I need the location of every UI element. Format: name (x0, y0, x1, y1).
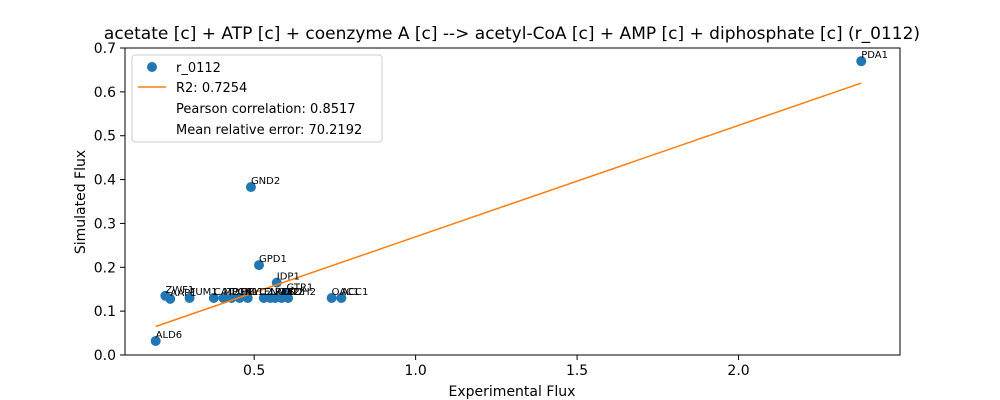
y-axis: 0.0 0.1 0.2 0.3 0.4 0.5 0.6 0.7 (94, 41, 125, 364)
data-point-oac1 (326, 292, 337, 303)
point-label-mdh1: MDH1 (223, 287, 253, 298)
y-tick-label: 0.3 (94, 216, 116, 232)
data-point-sdh2 (283, 292, 294, 303)
y-axis-label: Simulated Flux (73, 150, 89, 254)
point-label-zwf1: ZWF1 (165, 285, 194, 296)
x-axis-label: Experimental Flux (449, 384, 576, 400)
x-axis: 0.5 1.0 1.5 2.0 (243, 355, 750, 379)
y-tick-label: 0.0 (94, 348, 116, 364)
point-label-gnd2: GND2 (251, 176, 280, 187)
point-label-gpd1: GPD1 (259, 254, 287, 265)
y-tick-label: 0.4 (94, 173, 116, 189)
legend-entry: Mean relative error: 70.2192 (176, 123, 362, 138)
axes-frame (124, 47, 901, 356)
point-label-ald6: ALD6 (156, 330, 182, 341)
point-label-pfk2: PFK2 (275, 287, 300, 298)
point-label-oac1: OAC1 (332, 287, 360, 298)
x-tick-label: 1.5 (566, 363, 588, 379)
point-label-tal1: TAL1 (239, 287, 264, 298)
point-label-aap1: AAP1 (170, 288, 196, 299)
point-label-sdh2: SDH2 (288, 287, 316, 298)
point-label-acc1: ACC1 (341, 287, 368, 298)
point-label-gtr1: GTR1 (286, 283, 313, 294)
data-point-ald6 (150, 335, 161, 346)
y-tick-label: 0.2 (94, 260, 116, 276)
data-point-acc1 (336, 292, 347, 303)
point-label-idp1: IDP1 (277, 272, 300, 283)
data-point-mdh1 (218, 292, 229, 303)
data-point-cat2 (208, 292, 219, 303)
y-tick-label: 0.5 (94, 129, 116, 145)
y-tick-label: 0.7 (94, 41, 116, 57)
legend-point-marker (147, 62, 157, 72)
legend: r_0112 R2: 0.7254 Pearson correlation: 0.8… (131, 54, 383, 143)
fit-line (155, 82, 862, 328)
data-point-aap1 (165, 293, 176, 304)
data-point-pda1 (856, 56, 867, 67)
chart-title: acetate [c] + ATP [c] + coenzyme A [c] -… (104, 24, 920, 44)
y-tick-label: 0.6 (94, 85, 116, 101)
point-label-pgk1: PGK1 (232, 287, 259, 298)
point-label-eno2: ENO2 (264, 287, 292, 298)
data-point-fum1 (184, 292, 195, 303)
point-label-pda1: PDA1 (861, 50, 888, 61)
legend-entry: r_0112 (176, 61, 221, 76)
x-tick-label: 0.5 (243, 363, 265, 379)
data-point-gnd2 (245, 182, 256, 193)
point-label-lat1: LAT1 (270, 287, 294, 298)
legend-entry: Pearson correlation: 0.8517 (176, 102, 356, 117)
legend-box (131, 54, 383, 143)
x-tick-label: 1.0 (404, 363, 426, 379)
data-point-gpd1 (254, 260, 265, 271)
point-label-fum1: FUM1 (190, 287, 218, 298)
x-tick-label: 2.0 (727, 363, 749, 379)
legend-entry: R2: 0.7254 (176, 81, 247, 96)
point-label-cit2: CIT2 (282, 287, 304, 298)
point-label-cat2: CAT2 (214, 287, 240, 298)
point-label-pyc2: PYC2 (248, 287, 273, 298)
y-tick-label: 0.1 (94, 304, 116, 320)
